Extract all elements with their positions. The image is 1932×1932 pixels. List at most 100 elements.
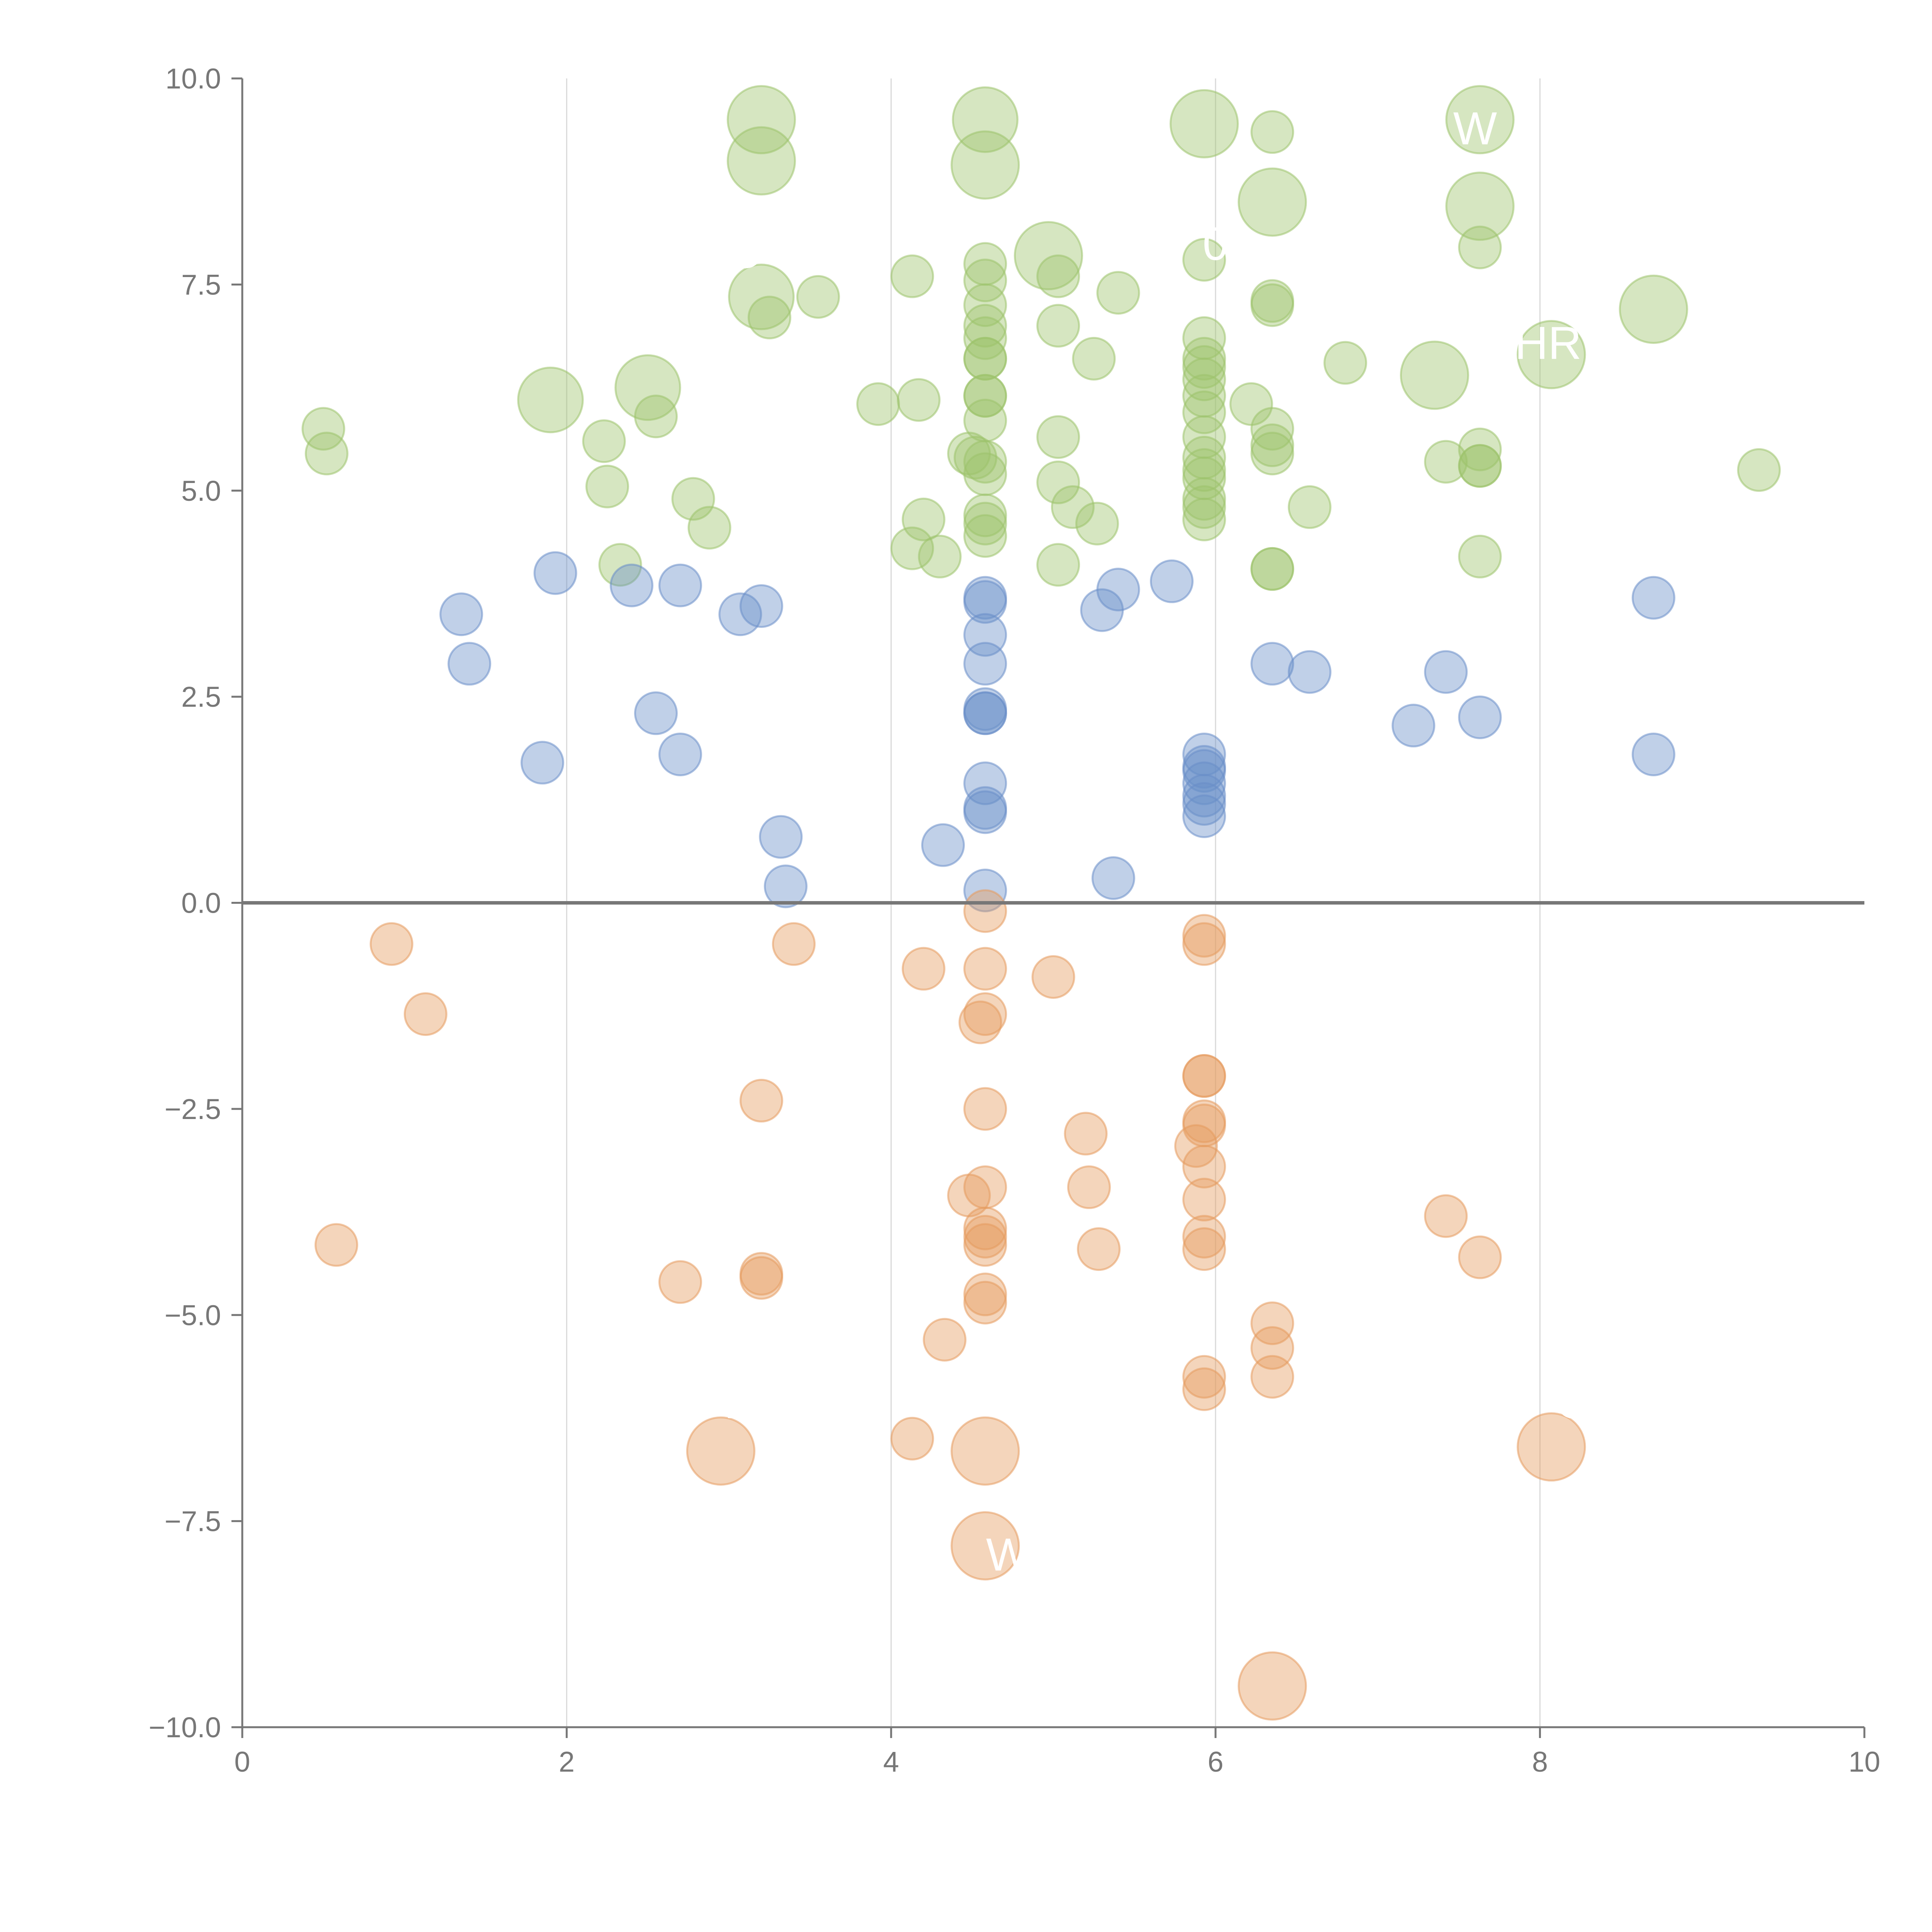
orange-bubble: [1517, 1412, 1586, 1482]
bubble-label: T: [987, 1372, 1015, 1424]
x-tick-label: 6: [1208, 1746, 1223, 1778]
blue-bubble: [1091, 856, 1135, 900]
orange-bubble: [403, 992, 447, 1036]
blue-bubble: [759, 815, 803, 859]
green-bubble: [1458, 225, 1502, 269]
blue-bubble: [533, 551, 577, 595]
bubble-labels: W HR O 0 L T W C ’ -: [724, 103, 1674, 1655]
green-bubble: [1250, 283, 1294, 327]
orange-bubble: [963, 947, 1007, 991]
blue-bubble: [1391, 704, 1435, 748]
blue-bubble: [963, 580, 1007, 624]
orange-bubble: [1182, 1178, 1226, 1222]
blue-bubble: [658, 563, 702, 607]
orange-bubble: [963, 992, 1007, 1036]
blue-bubble: [1458, 695, 1502, 739]
blue-bubble: [963, 642, 1007, 686]
y-tick-label: 2.5: [181, 681, 221, 713]
green-bubble: [890, 526, 934, 570]
orange-bubble: [1182, 1367, 1226, 1411]
orange-bubble: [1182, 1215, 1226, 1259]
orange-bubble: [1238, 1651, 1307, 1721]
green-bubble: [1619, 274, 1688, 344]
orange-bubble: [1182, 1355, 1226, 1399]
green-bubble: [1458, 444, 1502, 488]
orange-bubble: [1064, 1112, 1108, 1156]
bubble-label: W: [986, 1529, 1030, 1581]
green-bubble: [1036, 415, 1080, 459]
x-tick-label: 4: [883, 1746, 899, 1778]
green-bubble: [1400, 340, 1469, 410]
orange-bubble: [314, 1223, 358, 1267]
orange-bubble: [1250, 1301, 1294, 1345]
green-bubble: [856, 382, 900, 426]
blue-bubble: [1150, 559, 1194, 603]
green-bubble: [963, 374, 1007, 418]
green-bubble: [901, 497, 946, 541]
green-bubble: [1250, 110, 1294, 154]
green-bubble: [1182, 497, 1226, 541]
orange-bubble: [963, 1223, 1007, 1267]
green-bubble: [1182, 238, 1226, 282]
green-bubble: [614, 354, 681, 421]
orange-bubble: [1182, 1104, 1226, 1148]
green-bubble: [598, 543, 642, 587]
green-bubble: [517, 366, 584, 434]
green-bubble: [1238, 167, 1307, 237]
green-bubble: [963, 514, 1007, 558]
green-bubble: [951, 130, 1020, 200]
green-bubble: [1036, 543, 1080, 587]
green-bubble: [1250, 407, 1294, 451]
blue-bubble: [1287, 650, 1332, 694]
green-bubble: [747, 296, 791, 340]
blue-bubble: [963, 691, 1007, 735]
green-bubble: [1014, 221, 1083, 291]
y-tick-label: 0.0: [181, 887, 221, 919]
orange-bubble: [1182, 922, 1226, 966]
orange-bubble: [963, 1165, 1007, 1209]
green-bubble: [796, 275, 840, 319]
green-bubble: [918, 534, 962, 578]
blue-bubble: [439, 592, 483, 636]
orange-bubble: [1424, 1194, 1468, 1238]
y-tick-label: 5.0: [181, 475, 221, 507]
orange-bubble: [1458, 1235, 1502, 1279]
green-bubble: [1250, 432, 1294, 476]
bubble-label: HR: [1515, 317, 1582, 369]
green-bubble: [963, 304, 1007, 348]
x-tick-label: 2: [559, 1746, 575, 1778]
blue-bubble: [520, 741, 565, 785]
x-tick-label: 8: [1532, 1746, 1548, 1778]
green-bubble: [726, 126, 796, 196]
orange-bubble: [963, 889, 1007, 933]
green-bubble: [726, 85, 796, 155]
green-bubble: [1250, 547, 1294, 591]
green-bubble: [1458, 427, 1502, 471]
green-bubble: [963, 337, 1007, 381]
green-bubble: [1445, 172, 1515, 241]
green-bubble: [634, 395, 678, 439]
green-bubble: [1169, 89, 1239, 158]
green-bubble: [671, 477, 715, 521]
green-bubble: [963, 259, 1007, 303]
blue-bubble: [1424, 650, 1468, 694]
bubbles: [301, 85, 1781, 1721]
orange-bubble: [658, 1260, 702, 1304]
blue-bubble: [963, 790, 1007, 834]
blue-bubble: [634, 691, 678, 735]
green-bubble: [1287, 485, 1332, 529]
bubble-label: -: [1659, 544, 1674, 595]
bubble-label: W: [1453, 103, 1497, 155]
y-tick-label: −7.5: [165, 1505, 221, 1537]
axis-ticks: 0 2 4 6 8 10 10.0 7.5 5.0 2.5 0.0 −2.5 −5.0 −7.5 −10.0: [149, 63, 1880, 1778]
orange-bubble: [1077, 1227, 1121, 1271]
blue-bubble: [921, 823, 965, 867]
green-bubble: [963, 452, 1007, 496]
bubble-label: C: [1556, 1376, 1589, 1428]
green-bubble: [1051, 485, 1095, 529]
orange-bubble: [890, 1417, 934, 1461]
orange-bubble: [1250, 1355, 1294, 1399]
blue-bubble: [1631, 576, 1675, 620]
green-bubble: [1424, 440, 1468, 484]
